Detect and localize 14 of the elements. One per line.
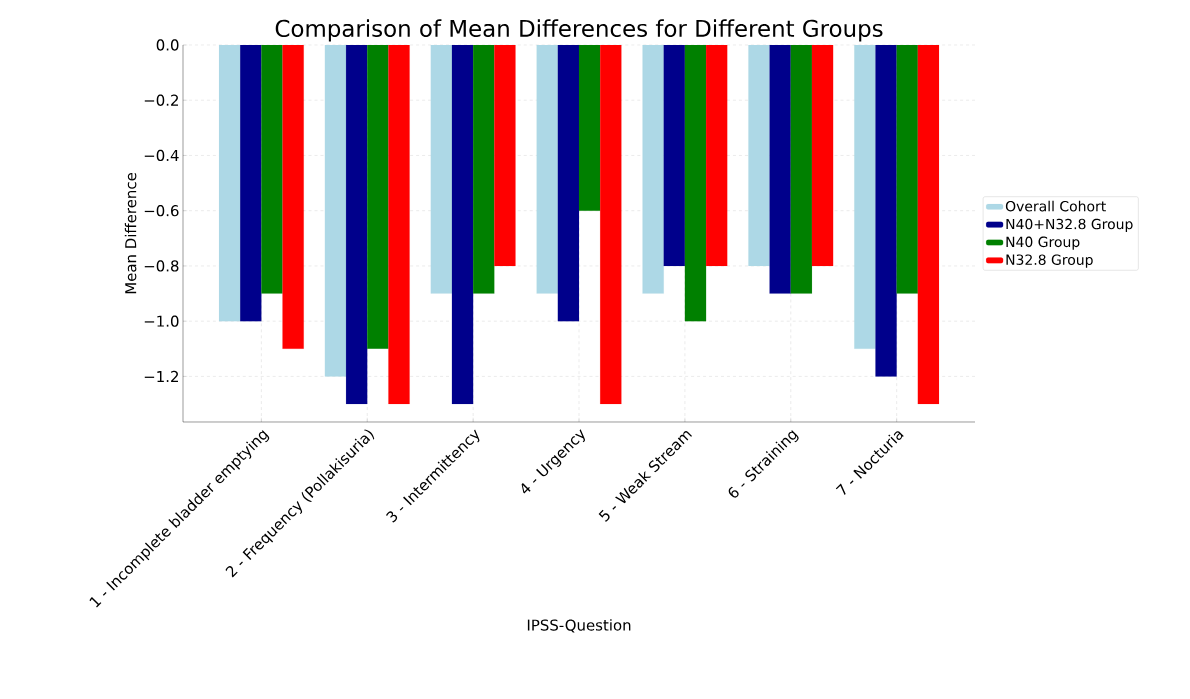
y-tick-label: −0.8 [144,260,179,272]
y-tick-label: −1.2 [144,370,178,382]
y-tick-label: −0.4 [144,149,179,162]
y-tick-label: −1.0 [144,315,179,327]
x-axis-title: IPSS-Question [527,619,631,633]
legend-label: N32.8 Group [1006,254,1093,268]
y-tick-label: −0.6 [144,205,179,217]
legend-label: N40 Group [1006,236,1080,250]
legend-label: Overall Cohort [1005,200,1106,212]
y-tick-label: 0.0 [156,39,179,51]
y-axis-title: Mean Difference [124,173,137,294]
chart-title: Comparison of Mean Differences for Different Groups [275,19,883,42]
y-tick-label: −0.2 [144,94,178,106]
legend-label: N40+N32.8 Group [1006,218,1133,233]
